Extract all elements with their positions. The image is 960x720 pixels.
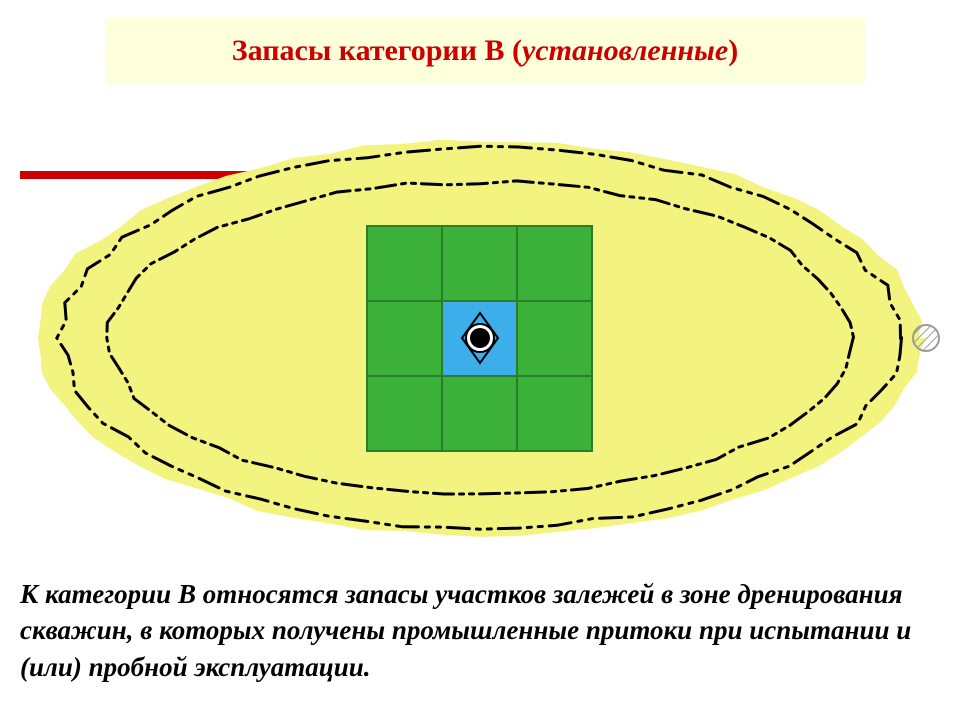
- description-paragraph: К категории В относятся запасы участков …: [20, 576, 940, 685]
- title-suffix: ): [728, 34, 738, 67]
- title-italic: установленные: [522, 34, 728, 67]
- description-text: К категории В относятся запасы участков …: [20, 579, 911, 682]
- slide-title: Запасы категории В (установленные): [105, 18, 865, 84]
- side-marker-icon: [913, 325, 939, 351]
- well-dot-icon: [470, 328, 490, 348]
- title-prefix: Запасы категории В (: [232, 34, 522, 67]
